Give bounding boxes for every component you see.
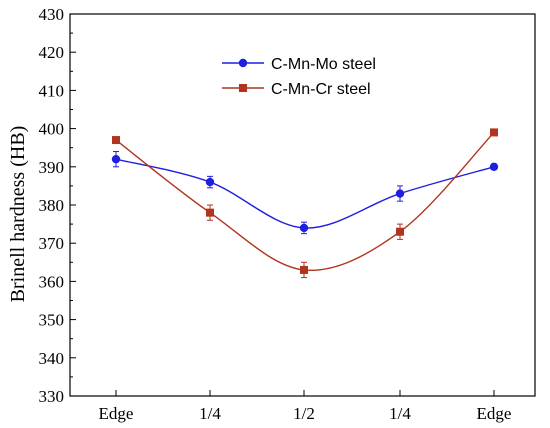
y-tick-label: 330	[39, 387, 65, 406]
y-tick-label: 360	[39, 272, 65, 291]
x-tick-label: 1/2	[293, 404, 315, 423]
data-point	[205, 177, 215, 187]
data-point	[111, 154, 121, 164]
y-tick-label: 380	[39, 196, 65, 215]
y-tick-label: 420	[39, 43, 65, 62]
x-tick-label: Edge	[99, 404, 134, 423]
data-point	[395, 189, 405, 198]
y-tick-label: 390	[39, 158, 65, 177]
data-point	[206, 208, 214, 217]
legend-label: C-Mn-Cr steel	[271, 81, 371, 98]
legend-item: C-Mn-Cr steel	[222, 81, 371, 98]
y-axis: 330 340 350 360 370 380 390 400 410 420 430	[39, 5, 76, 406]
series-2	[112, 128, 498, 279]
legend-marker	[239, 84, 247, 92]
y-axis-label: Brinell hardness (HB)	[7, 126, 29, 303]
y-tick-label: 410	[39, 81, 65, 100]
data-point	[489, 162, 499, 171]
series-line	[115, 158, 495, 229]
data-point	[112, 136, 120, 145]
legend: C-Mn-Mo steel C-Mn-Cr steel	[222, 56, 376, 98]
series-layer	[111, 128, 499, 279]
x-tick-label: 1/4	[389, 404, 411, 423]
data-point	[300, 265, 308, 274]
y-tick-label: 370	[39, 234, 65, 253]
legend-item: C-Mn-Mo steel	[222, 56, 376, 73]
data-point	[490, 128, 498, 137]
y-tick-label: 350	[39, 311, 65, 330]
x-axis: Edge 1/4 1/2 1/4 Edge	[99, 390, 512, 423]
x-tick-label: Edge	[477, 404, 512, 423]
y-tick-label: 340	[39, 349, 65, 368]
series-1	[111, 151, 499, 235]
y-tick-label: 430	[39, 5, 65, 24]
legend-marker	[238, 58, 248, 68]
data-point	[299, 223, 309, 233]
legend-label: C-Mn-Mo steel	[271, 56, 376, 73]
data-point	[396, 227, 404, 236]
x-tick-label: 1/4	[199, 404, 221, 423]
series-line	[115, 131, 495, 271]
y-tick-label: 400	[39, 120, 65, 139]
